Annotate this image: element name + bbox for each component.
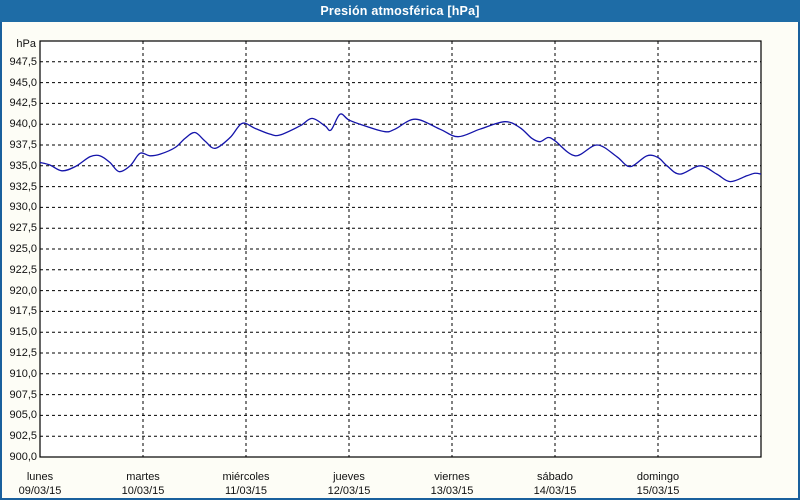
y-tick-label: 942,5 bbox=[9, 97, 37, 110]
y-tick-label: 935,0 bbox=[9, 159, 37, 172]
x-day-name-label: sábado bbox=[536, 471, 574, 483]
x-day-date-label: 12/03/15 bbox=[327, 485, 371, 497]
plot-frame bbox=[39, 40, 762, 458]
y-tick-label: 927,5 bbox=[9, 222, 37, 235]
window-titlebar: Presión atmosférica [hPa] bbox=[0, 0, 800, 22]
x-day-date-label: 14/03/15 bbox=[533, 485, 577, 497]
x-day-name-label: lunes bbox=[26, 471, 54, 483]
y-tick-label: 915,0 bbox=[9, 326, 37, 339]
x-day-name-label: miércoles bbox=[222, 471, 270, 483]
x-day-date-label: 15/03/15 bbox=[636, 485, 680, 497]
y-tick-label: 910,0 bbox=[9, 367, 37, 380]
y-tick-label: 932,5 bbox=[9, 180, 37, 193]
y-tick-label: 947,5 bbox=[9, 55, 37, 68]
x-day-name-label: jueves bbox=[333, 471, 365, 483]
y-tick-label: 917,5 bbox=[9, 305, 37, 318]
x-day-name-label: domingo bbox=[636, 471, 680, 483]
x-day-date-label: 11/03/15 bbox=[224, 485, 267, 497]
window-title: Presión atmosférica [hPa] bbox=[320, 4, 480, 18]
y-tick-label: 925,0 bbox=[9, 243, 37, 255]
y-tick-label: 907,5 bbox=[9, 388, 37, 401]
x-day-name-label: martes bbox=[126, 471, 160, 483]
y-tick-label: 937,5 bbox=[9, 139, 37, 151]
y-tick-label: 900,0 bbox=[9, 451, 37, 463]
y-tick-label: 905,0 bbox=[9, 409, 37, 422]
y-tick-label: 922,5 bbox=[9, 263, 37, 276]
y-tick-label: 940,0 bbox=[9, 118, 37, 131]
x-day-date-label: 13/03/15 bbox=[430, 485, 474, 497]
y-tick-label: 902,5 bbox=[9, 430, 37, 443]
y-tick-label: 930,0 bbox=[9, 201, 37, 214]
y-tick-label: 920,0 bbox=[9, 284, 37, 297]
y-tick-label: 945,0 bbox=[9, 76, 37, 89]
y-tick-label: 912,5 bbox=[9, 347, 37, 359]
x-day-date-label: 09/03/15 bbox=[18, 485, 62, 497]
pressure-series-line bbox=[39, 113, 762, 183]
x-day-date-label: 10/03/15 bbox=[121, 485, 165, 497]
x-day-name-label: viernes bbox=[434, 471, 470, 483]
y-axis-unit-label: hPa bbox=[16, 38, 36, 50]
